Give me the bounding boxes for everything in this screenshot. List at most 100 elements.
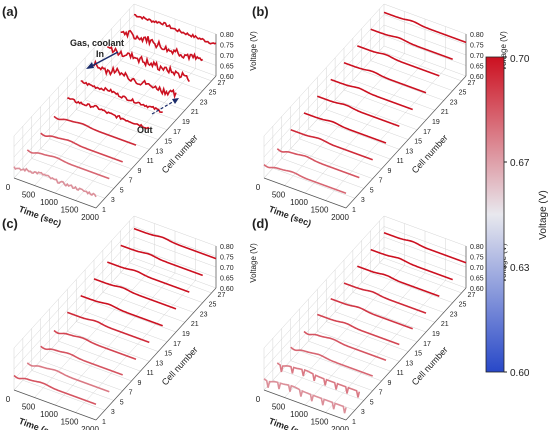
voltage-tick-1: 0.75 bbox=[470, 255, 484, 262]
cell-tick-8: 17 bbox=[423, 341, 431, 348]
colorbar-tick-label-2: 0.63 bbox=[510, 263, 530, 274]
series-line-cell-4 bbox=[26, 149, 110, 180]
series-line-cell-1 bbox=[13, 166, 97, 198]
grid-floor-t-1 bbox=[34, 53, 155, 186]
cell-tick-11: 23 bbox=[200, 99, 208, 106]
grid-floor-t-2 bbox=[304, 272, 426, 406]
cell-axis-line bbox=[95, 75, 217, 209]
series-line-cell-25 bbox=[120, 29, 204, 62]
cell-tick-9: 19 bbox=[182, 331, 190, 338]
time-tick-2: 1000 bbox=[290, 410, 308, 419]
voltage-tick-4: 0.60 bbox=[220, 74, 234, 81]
series-line-cell-16 bbox=[330, 298, 413, 330]
cell-tick-1: 3 bbox=[111, 409, 115, 416]
series-line-cell-28 bbox=[383, 11, 467, 44]
cell-tick-12: 25 bbox=[459, 302, 467, 309]
panel-1: 0500100015002000135791113151719212325270… bbox=[2, 3, 258, 229]
voltage-tick-0: 0.80 bbox=[220, 32, 234, 39]
flow-in-arrowhead bbox=[86, 62, 94, 69]
cell-tick-0: 1 bbox=[352, 207, 356, 214]
cell-tick-5: 11 bbox=[146, 158, 153, 165]
time-tick-4: 2000 bbox=[331, 213, 349, 222]
cell-tick-8: 17 bbox=[173, 341, 181, 348]
grid-wall-z-0 bbox=[263, 3, 385, 137]
grid-floor-t-1 bbox=[34, 265, 155, 398]
voltage-tick-2: 0.70 bbox=[470, 265, 484, 272]
series-group bbox=[13, 227, 217, 406]
time-tick-0: 0 bbox=[256, 395, 261, 404]
colorbar-tick-label-3: 0.60 bbox=[510, 368, 530, 379]
panel-2: 0500100015002000135791113151719212325270… bbox=[252, 3, 508, 229]
series-line-cell-10 bbox=[303, 112, 387, 144]
cell-tick-10: 21 bbox=[191, 321, 199, 328]
cell-tick-2: 5 bbox=[370, 399, 374, 406]
grid-floor-t-0 bbox=[263, 257, 385, 391]
grid-wall-z-0 bbox=[13, 3, 135, 137]
grid-floor-t-3 bbox=[325, 280, 446, 413]
voltage-tick-4: 0.60 bbox=[220, 286, 234, 293]
grid-wall-z-0 bbox=[263, 215, 385, 349]
voltage-tick-3: 0.65 bbox=[220, 64, 234, 71]
cell-tick-4: 9 bbox=[388, 380, 392, 387]
cell-tick-7: 15 bbox=[164, 139, 172, 146]
tick-labels: 0500100015002000135791113151719212325270… bbox=[256, 244, 484, 430]
voltage-axis-label: Voltage (V) bbox=[249, 243, 258, 283]
series-line-cell-28 bbox=[383, 232, 467, 264]
panel-grid bbox=[13, 215, 217, 421]
panel-label: (a) bbox=[2, 4, 18, 19]
cell-tick-1: 3 bbox=[361, 409, 365, 416]
grid-wall-z-3 bbox=[263, 35, 385, 168]
grid-floor-t-3 bbox=[75, 280, 196, 413]
cell-tick-4: 9 bbox=[388, 168, 392, 175]
cell-tick-13: 27 bbox=[468, 292, 476, 299]
voltage-tick-3: 0.65 bbox=[220, 276, 234, 283]
cell-tick-11: 23 bbox=[450, 311, 458, 318]
series-line-cell-22 bbox=[107, 46, 190, 83]
time-axis-line bbox=[13, 177, 97, 209]
cell-tick-12: 25 bbox=[209, 302, 217, 309]
grid-wall-z-1 bbox=[263, 226, 385, 359]
panel-3: 0500100015002000135791113151719212325270… bbox=[2, 215, 258, 430]
cell-tick-12: 25 bbox=[459, 90, 467, 97]
cell-tick-3: 7 bbox=[129, 178, 133, 185]
time-axis-line bbox=[13, 389, 97, 421]
time-tick-0: 0 bbox=[256, 183, 261, 192]
time-tick-3: 1500 bbox=[311, 418, 329, 427]
cell-tick-12: 25 bbox=[209, 90, 217, 97]
grid-wall-z-1 bbox=[13, 226, 135, 359]
series-line-cell-10 bbox=[53, 115, 137, 146]
cell-tick-4: 9 bbox=[138, 168, 142, 175]
cell-tick-0: 1 bbox=[102, 419, 106, 426]
time-axis-label: Time (sec) bbox=[267, 204, 312, 229]
cell-tick-4: 9 bbox=[138, 380, 142, 387]
series-line-cell-28 bbox=[133, 13, 217, 45]
cell-tick-13: 27 bbox=[218, 80, 226, 87]
cell-tick-10: 21 bbox=[441, 321, 449, 328]
cell-tick-5: 11 bbox=[396, 158, 403, 165]
time-tick-4: 2000 bbox=[81, 425, 99, 430]
cell-tick-13: 27 bbox=[218, 292, 226, 299]
cell-tick-5: 11 bbox=[146, 370, 153, 377]
cell-tick-3: 7 bbox=[379, 178, 383, 185]
grid-wall-z-3 bbox=[13, 35, 135, 168]
series-group bbox=[263, 232, 467, 414]
series-line-cell-22 bbox=[357, 265, 440, 298]
cell-tick-2: 5 bbox=[120, 187, 124, 194]
grid-floor-t-1 bbox=[284, 53, 405, 186]
series-line-cell-16 bbox=[80, 80, 163, 114]
cell-tick-13: 27 bbox=[468, 80, 476, 87]
voltage-tick-4: 0.60 bbox=[470, 74, 484, 81]
grid-floor-t-0 bbox=[13, 257, 135, 391]
series-line-cell-25 bbox=[370, 28, 453, 60]
series-line-cell-13 bbox=[67, 97, 150, 130]
cell-tick-6: 13 bbox=[405, 148, 413, 155]
cell-tick-7: 15 bbox=[414, 351, 422, 358]
panels: 0500100015002000135791113151719212325270… bbox=[2, 3, 508, 430]
out-label: Out bbox=[137, 125, 153, 135]
series-line-cell-19 bbox=[343, 61, 427, 94]
time-tick-3: 1500 bbox=[61, 418, 79, 427]
grid-floor-t-2 bbox=[54, 60, 176, 194]
time-tick-3: 1500 bbox=[311, 206, 329, 215]
cell-tick-3: 7 bbox=[129, 390, 133, 397]
cell-tick-9: 19 bbox=[432, 331, 440, 338]
